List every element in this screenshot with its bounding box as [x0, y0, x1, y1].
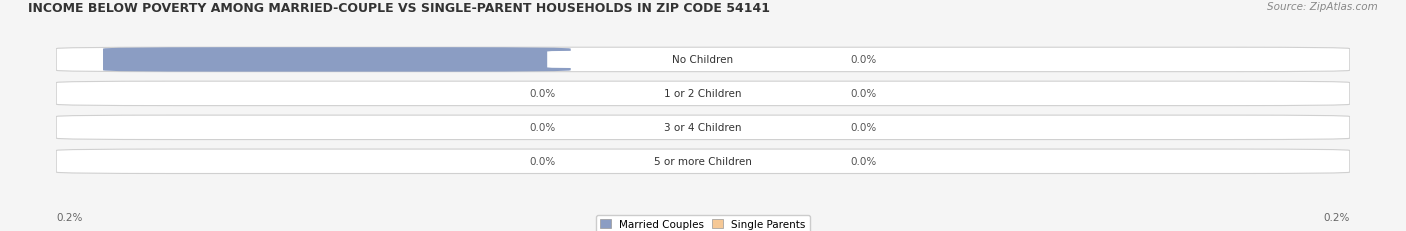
Text: 0.0%: 0.0%	[851, 123, 876, 133]
Text: INCOME BELOW POVERTY AMONG MARRIED-COUPLE VS SINGLE-PARENT HOUSEHOLDS IN ZIP COD: INCOME BELOW POVERTY AMONG MARRIED-COUPL…	[28, 2, 770, 15]
FancyBboxPatch shape	[56, 149, 1350, 174]
Text: Source: ZipAtlas.com: Source: ZipAtlas.com	[1267, 2, 1378, 12]
Text: 1 or 2 Children: 1 or 2 Children	[664, 89, 742, 99]
FancyBboxPatch shape	[56, 48, 1350, 72]
FancyBboxPatch shape	[547, 85, 859, 103]
Text: 0.2%: 0.2%	[56, 212, 83, 222]
Text: 0.0%: 0.0%	[530, 89, 555, 99]
Legend: Married Couples, Single Parents: Married Couples, Single Parents	[596, 215, 810, 231]
FancyBboxPatch shape	[547, 153, 859, 170]
FancyBboxPatch shape	[103, 48, 571, 72]
FancyBboxPatch shape	[56, 82, 1350, 106]
Text: 5 or more Children: 5 or more Children	[654, 157, 752, 167]
FancyBboxPatch shape	[56, 116, 1350, 140]
Text: 0.2%: 0.2%	[1323, 212, 1350, 222]
FancyBboxPatch shape	[547, 51, 859, 69]
FancyBboxPatch shape	[547, 119, 859, 137]
Text: No Children: No Children	[672, 55, 734, 65]
Text: 0.0%: 0.0%	[851, 157, 876, 167]
Text: 3 or 4 Children: 3 or 4 Children	[664, 123, 742, 133]
Text: 0.0%: 0.0%	[851, 55, 876, 65]
Text: 0.0%: 0.0%	[851, 89, 876, 99]
Text: 0.0%: 0.0%	[530, 123, 555, 133]
Text: 0.0%: 0.0%	[530, 157, 555, 167]
Text: 0.2%: 0.2%	[70, 55, 100, 65]
